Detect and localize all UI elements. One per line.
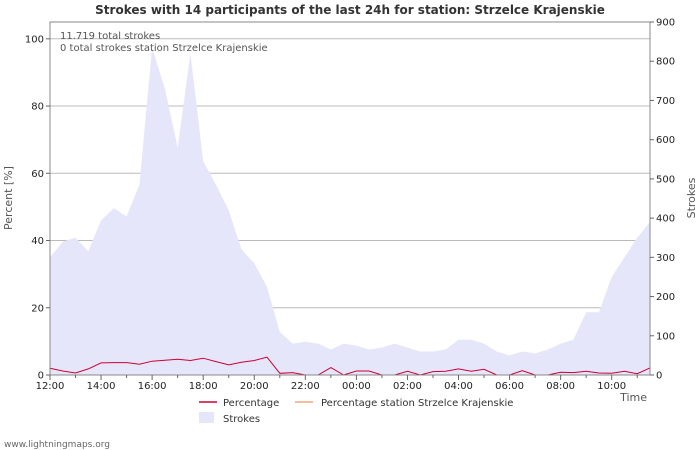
y-left-tick-label: 0 [38,371,44,382]
y-right-tick-label: 100 [656,331,675,342]
y-left-tick-label: 60 [31,169,44,180]
x-tick-label: 14:00 [87,381,116,392]
x-tick-label: 16:00 [138,381,167,392]
y-right-tick-label: 0 [656,371,662,382]
x-tick-label: 22:00 [291,381,320,392]
x-axis-label: Time [619,391,647,404]
x-tick-label: 18:00 [189,381,218,392]
legend-label-station: Percentage station Strzelce Krajenskie [321,398,513,409]
legend-label-percentage: Percentage [223,398,279,409]
x-tick-label: 12:00 [36,381,65,392]
y-left-label: Percent [%] [2,166,15,230]
x-tick-label: 08:00 [546,381,575,392]
y-left-tick-label: 40 [31,236,44,247]
y-right-tick-label: 800 [656,57,675,68]
y-right-tick-label: 200 [656,292,675,303]
x-tick-label: 00:00 [342,381,371,392]
y-right-tick-label: 500 [656,174,675,185]
legend-label-strokes: Strokes [223,414,260,425]
y-right-label: Strokes [685,177,698,218]
y-left-tick-label: 80 [31,102,44,113]
x-tick-label: 04:00 [444,381,473,392]
x-tick-label: 02:00 [393,381,422,392]
legend: Percentage Percentage station Strzelce K… [199,398,513,425]
y-right-tick-label: 900 [656,18,675,29]
y-right-tick-label: 400 [656,214,675,225]
x-tick-label: 10:00 [597,381,626,392]
y-right-tick-label: 600 [656,135,675,146]
plot-border [49,21,651,376]
x-tick-label: 06:00 [495,381,524,392]
footer-credit: www.lightningmaps.org [4,440,110,450]
total-strokes-note: 11.719 total strokes [60,31,160,42]
y-left-tick-label: 100 [25,34,44,45]
x-tick-label: 20:00 [240,381,269,392]
strokes-area [50,47,650,375]
axis-ticks: 0 20 40 60 80 100 0 100 200 300 400 500 600 700 800 900… [25,18,675,393]
y-right-tick-label: 700 [656,96,675,107]
y-left-tick-label: 20 [31,303,44,314]
station-strokes-note: 0 total strokes station Strzelce Krajens… [60,43,268,54]
chart-title: Strokes with 14 participants of the last… [95,3,605,17]
y-right-tick-label: 300 [656,253,675,264]
legend-swatch-strokes [199,412,214,423]
